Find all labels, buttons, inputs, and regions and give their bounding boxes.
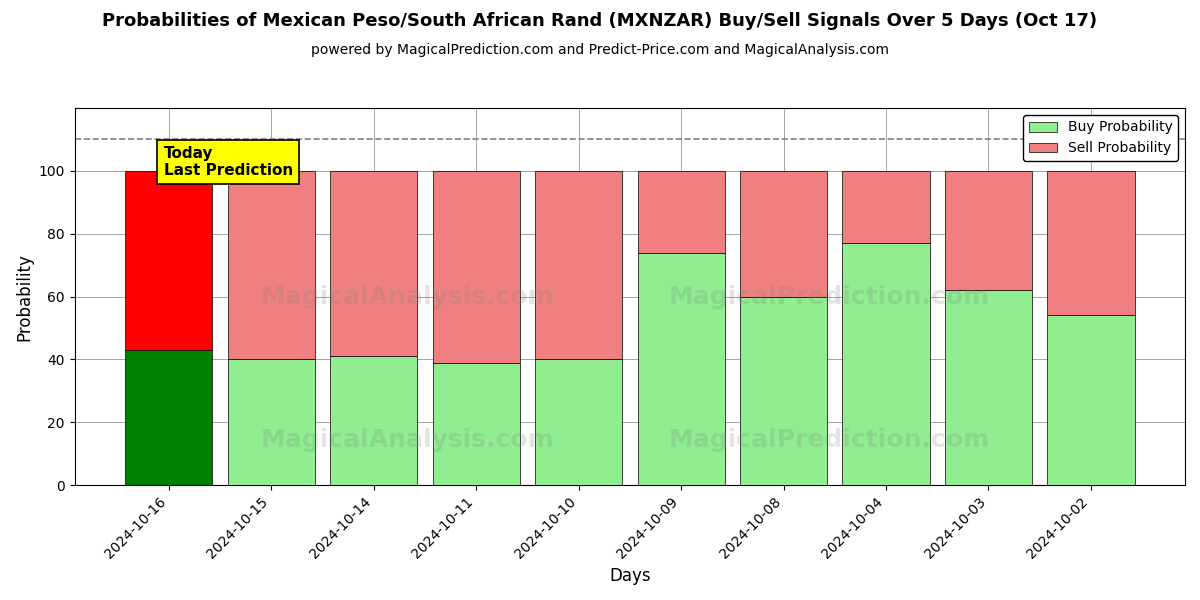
Bar	[125, 350, 212, 485]
Text: powered by MagicalPrediction.com and Predict-Price.com and MagicalAnalysis.com: powered by MagicalPrediction.com and Pre…	[311, 43, 889, 57]
Bar	[740, 296, 827, 485]
Text: MagicalPrediction.com: MagicalPrediction.com	[670, 284, 990, 308]
Text: MagicalAnalysis.com: MagicalAnalysis.com	[260, 284, 554, 308]
Bar	[1048, 171, 1134, 316]
Y-axis label: Probability: Probability	[16, 253, 34, 341]
Bar	[535, 171, 622, 359]
Bar	[637, 253, 725, 485]
Bar	[944, 290, 1032, 485]
Text: Today
Last Prediction: Today Last Prediction	[163, 146, 293, 178]
Text: MagicalAnalysis.com: MagicalAnalysis.com	[260, 428, 554, 452]
Text: Probabilities of Mexican Peso/South African Rand (MXNZAR) Buy/Sell Signals Over : Probabilities of Mexican Peso/South Afri…	[102, 12, 1098, 30]
Text: MagicalPrediction.com: MagicalPrediction.com	[670, 428, 990, 452]
Legend: Buy Probability, Sell Probability: Buy Probability, Sell Probability	[1024, 115, 1178, 161]
Bar	[842, 243, 930, 485]
Bar	[535, 359, 622, 485]
Bar	[228, 359, 314, 485]
Bar	[330, 356, 418, 485]
Bar	[842, 171, 930, 243]
Bar	[944, 171, 1032, 290]
X-axis label: Days: Days	[610, 567, 650, 585]
Bar	[330, 171, 418, 356]
Bar	[637, 171, 725, 253]
Bar	[432, 171, 520, 362]
Bar	[740, 171, 827, 296]
Bar	[125, 171, 212, 350]
Bar	[228, 171, 314, 359]
Bar	[1048, 316, 1134, 485]
Bar	[432, 362, 520, 485]
